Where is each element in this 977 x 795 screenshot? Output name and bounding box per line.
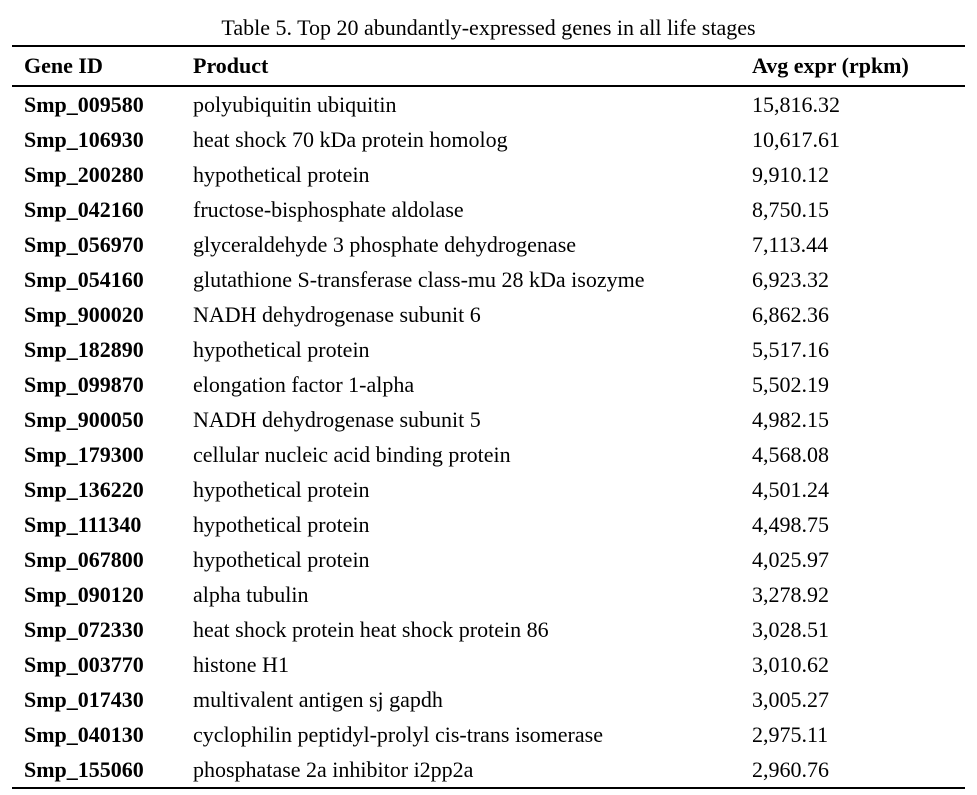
cell-product: cellular nucleic acid binding protein xyxy=(193,441,511,467)
cell-gene-id: Smp_072330 xyxy=(24,616,144,642)
table-row: Smp_106930 heat shock 70 kDa protein homo… xyxy=(12,122,965,157)
gene-expression-table: Gene ID Product Avg expr (rpkm) Smp_0095… xyxy=(12,45,965,789)
cell-avg-expr: 8,750.15 xyxy=(752,196,829,222)
cell-gene-id: Smp_099870 xyxy=(24,371,144,397)
cell-avg-expr: 4,498.75 xyxy=(752,511,829,537)
table-row: Smp_017430 multivalent antigen sj gapdh 3,… xyxy=(12,682,965,717)
column-header-gene-id: Gene ID xyxy=(24,53,103,78)
cell-avg-expr: 4,568.08 xyxy=(752,441,829,467)
cell-gene-id: Smp_182890 xyxy=(24,336,144,362)
cell-gene-id: Smp_017430 xyxy=(24,686,144,712)
table-row: Smp_056970 glyceraldehyde 3 phosphate deh… xyxy=(12,227,965,262)
cell-gene-id: Smp_090120 xyxy=(24,581,144,607)
table-row: Smp_054160 glutathione S-transferase clas… xyxy=(12,262,965,297)
table-row: Smp_111340 hypothetical protein 4,498.75 xyxy=(12,507,965,542)
cell-product: NADH dehydrogenase subunit 5 xyxy=(193,406,481,432)
table-row: Smp_900020 NADH dehydrogenase subunit 6 6,… xyxy=(12,297,965,332)
table-row: Smp_099870 elongation factor 1-alpha 5,502… xyxy=(12,367,965,402)
cell-avg-expr: 4,982.15 xyxy=(752,406,829,432)
cell-avg-expr: 15,816.32 xyxy=(752,91,840,117)
table-body: Smp_009580 polyubiquitin ubiquitin 15,816.… xyxy=(12,86,965,788)
cell-avg-expr: 9,910.12 xyxy=(752,161,829,187)
cell-gene-id: Smp_200280 xyxy=(24,161,144,187)
table-row: Smp_042160 fructose-bisphosphate aldolase… xyxy=(12,192,965,227)
cell-gene-id: Smp_009580 xyxy=(24,91,144,117)
cell-gene-id: Smp_179300 xyxy=(24,441,144,467)
cell-gene-id: Smp_111340 xyxy=(24,511,142,537)
cell-gene-id: Smp_136220 xyxy=(24,476,144,502)
gene-expression-table-container: Gene ID Product Avg expr (rpkm) Smp_0095… xyxy=(12,45,965,789)
cell-avg-expr: 3,005.27 xyxy=(752,686,829,712)
table-row: Smp_009580 polyubiquitin ubiquitin 15,816.… xyxy=(12,86,965,122)
cell-gene-id: Smp_040130 xyxy=(24,721,144,747)
cell-product: cyclophilin peptidyl-prolyl cis-trans is… xyxy=(193,721,603,747)
cell-gene-id: Smp_900020 xyxy=(24,301,144,327)
cell-avg-expr: 6,862.36 xyxy=(752,301,829,327)
table-row: Smp_072330 heat shock protein heat shock … xyxy=(12,612,965,647)
cell-gene-id: Smp_042160 xyxy=(24,196,144,222)
table-row: Smp_067800 hypothetical protein 4,025.97 xyxy=(12,542,965,577)
cell-avg-expr: 4,025.97 xyxy=(752,546,829,572)
cell-avg-expr: 3,278.92 xyxy=(752,581,829,607)
table-row: Smp_136220 hypothetical protein 4,501.24 xyxy=(12,472,965,507)
cell-gene-id: Smp_155060 xyxy=(24,756,144,782)
cell-product: glutathione S-transferase class-mu 28 kD… xyxy=(193,266,645,292)
cell-product: fructose-bisphosphate aldolase xyxy=(193,196,464,222)
cell-product: hypothetical protein xyxy=(193,336,370,362)
cell-avg-expr: 5,502.19 xyxy=(752,371,829,397)
cell-product: polyubiquitin ubiquitin xyxy=(193,91,397,117)
cell-avg-expr: 2,975.11 xyxy=(752,721,829,747)
cell-avg-expr: 7,113.44 xyxy=(752,231,829,257)
table-row: Smp_003770 histone H1 3,010.62 xyxy=(12,647,965,682)
table-header: Gene ID Product Avg expr (rpkm) xyxy=(12,46,965,86)
cell-product: heat shock 70 kDa protein homolog xyxy=(193,126,508,152)
cell-gene-id: Smp_054160 xyxy=(24,266,144,292)
cell-gene-id: Smp_900050 xyxy=(24,406,144,432)
table-row: Smp_155060 phosphatase 2a inhibitor i2pp2… xyxy=(12,752,965,788)
table-row: Smp_040130 cyclophilin peptidyl-prolyl ci… xyxy=(12,717,965,752)
cell-product: histone H1 xyxy=(193,651,289,677)
cell-avg-expr: 4,501.24 xyxy=(752,476,829,502)
cell-gene-id: Smp_056970 xyxy=(24,231,144,257)
cell-avg-expr: 3,010.62 xyxy=(752,651,829,677)
cell-product: alpha tubulin xyxy=(193,581,309,607)
cell-product: phosphatase 2a inhibitor i2pp2a xyxy=(193,756,474,782)
cell-product: multivalent antigen sj gapdh xyxy=(193,686,443,712)
cell-product: heat shock protein heat shock protein 86 xyxy=(193,616,549,642)
cell-avg-expr: 5,517.16 xyxy=(752,336,829,362)
cell-avg-expr: 6,923.32 xyxy=(752,266,829,292)
cell-gene-id: Smp_067800 xyxy=(24,546,144,572)
cell-product: hypothetical protein xyxy=(193,546,370,572)
table-row: Smp_200280 hypothetical protein 9,910.12 xyxy=(12,157,965,192)
cell-product: hypothetical protein xyxy=(193,161,370,187)
cell-product: glyceraldehyde 3 phosphate dehydrogenase xyxy=(193,231,577,257)
cell-product: elongation factor 1-alpha xyxy=(193,371,415,397)
cell-avg-expr: 3,028.51 xyxy=(752,616,829,642)
header-row: Gene ID Product Avg expr (rpkm) xyxy=(12,46,965,86)
cell-product: hypothetical protein xyxy=(193,476,370,502)
table-row: Smp_900050 NADH dehydrogenase subunit 5 4,… xyxy=(12,402,965,437)
cell-gene-id: Smp_106930 xyxy=(24,126,144,152)
cell-product: NADH dehydrogenase subunit 6 xyxy=(193,301,481,327)
cell-avg-expr: 10,617.61 xyxy=(752,126,840,152)
table-row: Smp_179300 cellular nucleic acid binding … xyxy=(12,437,965,472)
cell-avg-expr: 2,960.76 xyxy=(752,756,829,782)
column-header-product: Product xyxy=(193,53,269,78)
table-row: Smp_182890 hypothetical protein 5,517.16 xyxy=(12,332,965,367)
column-header-avg-expr: Avg expr (rpkm) xyxy=(752,53,909,78)
cell-gene-id: Smp_003770 xyxy=(24,651,144,677)
table-row: Smp_090120 alpha tubulin 3,278.92 xyxy=(12,577,965,612)
cell-product: hypothetical protein xyxy=(193,511,370,537)
table-caption: Table 5. Top 20 abundantly-expressed gen… xyxy=(221,15,756,40)
